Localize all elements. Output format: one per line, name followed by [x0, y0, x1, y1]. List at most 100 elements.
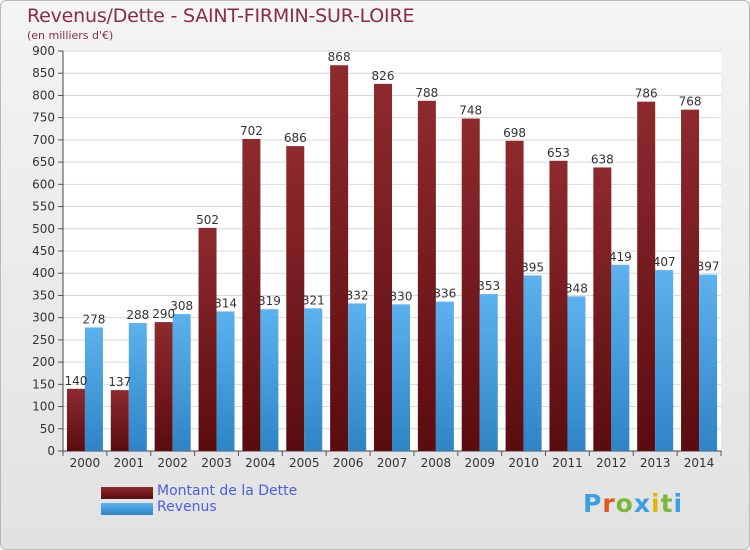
logo-letter: x: [633, 489, 651, 518]
bar-dette: [637, 101, 656, 452]
bar-revenus: [128, 323, 147, 451]
y-tick-label: 800: [32, 88, 55, 102]
y-tick-label: 600: [32, 177, 55, 191]
bar-dette: [330, 65, 349, 451]
data-label-dette: 140: [64, 374, 87, 388]
bar-revenus: [567, 296, 586, 451]
data-label-revenus: 288: [126, 308, 149, 322]
x-tick-label: 2001: [114, 456, 145, 470]
y-tick-label: 450: [32, 244, 55, 258]
data-label-revenus: 419: [609, 250, 632, 264]
data-label-revenus: 332: [346, 288, 369, 302]
legend-label-revenus: Revenus: [157, 499, 217, 515]
data-label-dette: 502: [196, 213, 219, 227]
bar-dette: [549, 160, 568, 451]
x-tick-label: 2013: [640, 456, 671, 470]
bars: [66, 65, 718, 452]
data-label-dette: 868: [328, 50, 351, 64]
x-tick-label: 2012: [596, 456, 627, 470]
y-tick-label: 500: [32, 222, 55, 236]
y-tick-label: 550: [32, 200, 55, 214]
data-label-dette: 826: [372, 69, 395, 83]
data-label-revenus: 278: [82, 312, 105, 326]
x-tick-label: 2009: [464, 456, 495, 470]
proxiti-logo: Proxiti: [583, 489, 683, 518]
bar-dette: [505, 140, 524, 451]
y-tick-label: 0: [47, 444, 55, 458]
logo-letter: t: [660, 489, 674, 518]
data-label-revenus: 407: [653, 255, 676, 269]
y-tick-label: 750: [32, 111, 55, 125]
bar-revenus: [655, 270, 674, 451]
y-tick-label: 300: [32, 311, 55, 325]
bar-dette: [242, 139, 261, 451]
bar-revenus: [523, 275, 542, 451]
data-label-dette: 653: [547, 146, 570, 160]
x-tick-label: 2010: [508, 456, 539, 470]
y-tick-label: 650: [32, 155, 55, 169]
data-label-dette: 768: [679, 95, 702, 109]
data-label-dette: 702: [240, 124, 263, 138]
data-label-dette: 698: [503, 126, 526, 140]
y-tick-label: 100: [32, 400, 55, 414]
x-tick-label: 2014: [684, 456, 715, 470]
chart-title: Revenus/Dette - SAINT-FIRMIN-SUR-LOIRE: [27, 5, 415, 27]
bar-dette: [461, 118, 480, 452]
data-label-dette: 748: [459, 104, 482, 118]
logo-letter: P: [583, 489, 603, 518]
logo-letter: i: [673, 489, 684, 518]
logo-letter: r: [602, 489, 616, 518]
logo-letter: o: [615, 489, 634, 518]
data-label-dette: 638: [591, 152, 614, 166]
data-label-revenus: 319: [258, 294, 281, 308]
x-tick-label: 2003: [201, 456, 232, 470]
data-label-dette: 686: [284, 131, 307, 145]
data-label-dette: 786: [635, 87, 658, 101]
bar-revenus: [348, 303, 367, 451]
legend-swatch-dette: [101, 487, 153, 499]
bar-revenus: [699, 274, 718, 451]
x-tick-label: 2005: [289, 456, 320, 470]
y-tick-label: 400: [32, 266, 55, 280]
x-tick-label: 2000: [70, 456, 101, 470]
x-tick-label: 2006: [333, 456, 364, 470]
bar-revenus: [611, 264, 630, 451]
bar-dette: [286, 146, 305, 451]
y-tick-label: 350: [32, 288, 55, 302]
data-label-revenus: 336: [433, 287, 456, 301]
bar-dette: [593, 167, 612, 451]
data-label-revenus: 314: [214, 296, 237, 310]
x-tick-label: 2008: [421, 456, 452, 470]
bar-dette: [110, 390, 129, 451]
x-tick-label: 2007: [377, 456, 408, 470]
bar-dette: [198, 227, 217, 451]
data-label-revenus: 353: [477, 279, 500, 293]
bar-revenus: [172, 314, 191, 451]
bar-revenus: [260, 309, 279, 451]
y-tick-label: 150: [32, 377, 55, 391]
bar-revenus: [216, 311, 235, 451]
x-tick-label: 2004: [245, 456, 276, 470]
chart-subtitle: (en milliers d'€): [27, 29, 114, 42]
logo-letter: i: [651, 489, 661, 518]
y-tick-label: 50: [40, 422, 55, 436]
axes: 0 50 100 150 200 250 300 350 400 450 500 550 600 650 7…: [32, 44, 722, 470]
bar-revenus: [304, 308, 323, 451]
data-label-dette: 290: [152, 307, 175, 321]
x-tick-label: 2011: [552, 456, 583, 470]
bar-revenus: [84, 327, 103, 451]
data-label-revenus: 395: [521, 260, 544, 274]
y-tick-label: 900: [32, 44, 55, 58]
bar-dette: [154, 322, 173, 451]
data-label-revenus: 348: [565, 281, 588, 295]
legend-label-dette: Montant de la Dette: [157, 483, 298, 499]
bar-dette: [417, 100, 436, 452]
data-label-revenus: 321: [302, 293, 325, 307]
y-tick-label: 850: [32, 66, 55, 80]
y-tick-label: 200: [32, 355, 55, 369]
y-tick-label: 700: [32, 133, 55, 147]
data-label-dette: 137: [108, 375, 131, 389]
